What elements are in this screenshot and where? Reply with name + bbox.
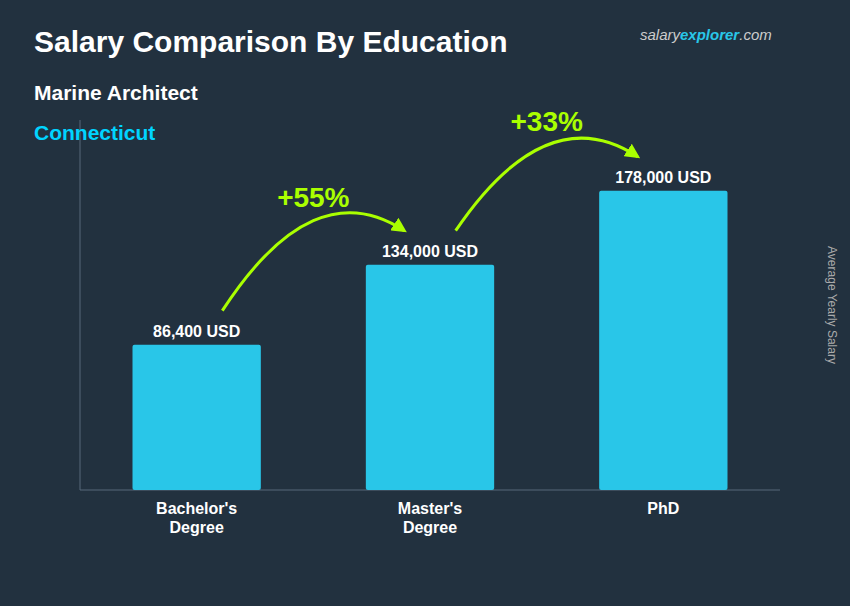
bar — [599, 191, 727, 490]
annotation: +55% — [277, 182, 349, 213]
bar — [133, 345, 261, 490]
change-arrow — [456, 138, 638, 231]
bars — [133, 191, 728, 490]
data-label: 178,000 USD — [615, 169, 711, 186]
background — [0, 0, 850, 606]
watermark: salaryexplorer.com — [640, 26, 772, 43]
x-tick-label: PhD — [647, 500, 679, 517]
data-label: 134,000 USD — [382, 243, 478, 260]
watermark-part: salary — [640, 26, 682, 43]
subtitle: Connecticut — [34, 121, 155, 144]
watermark-part: .com — [739, 26, 772, 43]
subtitle: Marine Architect — [34, 81, 198, 104]
chart-container: Salary Comparison By Education Marine Arc… — [0, 0, 850, 606]
x-tick-label: Bachelor'sDegree — [156, 500, 237, 536]
data-label: 86,400 USD — [153, 323, 240, 340]
x-tick-label: Master'sDegree — [398, 500, 462, 536]
chart: Salary Comparison By Education Marine Arc… — [0, 0, 850, 606]
y-axis-label: Average Yearly Salary — [825, 246, 839, 364]
watermark-part: explorer — [680, 26, 740, 43]
bar — [366, 265, 494, 490]
annotation: +33% — [510, 106, 582, 137]
y-axis-line — [80, 120, 81, 490]
change-arrow — [222, 213, 404, 311]
title: Salary Comparison By Education — [34, 25, 507, 58]
